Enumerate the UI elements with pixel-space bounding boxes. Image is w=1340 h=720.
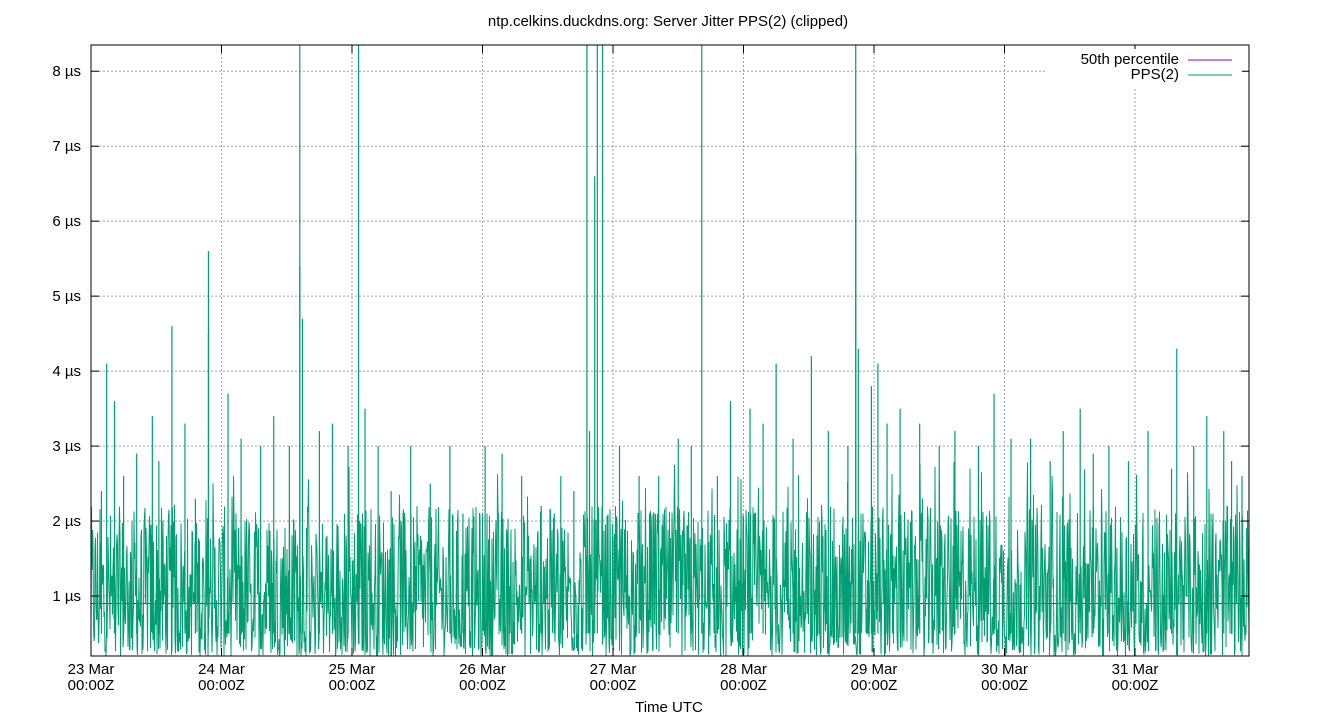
x-tick-label-time: 00:00Z	[329, 677, 376, 694]
x-tick-label-time: 00:00Z	[68, 677, 115, 694]
x-tick-label-time: 00:00Z	[720, 677, 767, 694]
y-tick-label: 2 µs	[52, 513, 81, 530]
legend-label-50th-percentile: 50th percentile	[1081, 51, 1179, 68]
y-axis-tick-labels: 1 µs 2 µs 3 µs 4 µs 5 µs 6 µs 7 µs 8 µs	[52, 63, 81, 605]
chart-title: ntp.celkins.duckdns.org: Server Jitter P…	[488, 13, 848, 30]
y-tick-label: 5 µs	[52, 288, 81, 305]
x-tick-label-date: 31 Mar	[1112, 661, 1159, 678]
x-tick-label-date: 26 Mar	[459, 661, 506, 678]
y-tick-label: 3 µs	[52, 438, 81, 455]
y-tick-label: 1 µs	[52, 588, 81, 605]
x-tick-label-date: 25 Mar	[329, 661, 376, 678]
x-tick-label-date: 30 Mar	[981, 661, 1028, 678]
x-tick-label-time: 00:00Z	[981, 677, 1028, 694]
x-tick-label-date: 27 Mar	[590, 661, 637, 678]
legend: 50th percentile PPS(2)	[1046, 49, 1242, 87]
axis-ticks	[90, 45, 1249, 656]
series-line-pps2	[90, 461, 1250, 657]
y-tick-label: 6 µs	[52, 213, 81, 230]
x-tick-label-time: 00:00Z	[198, 677, 245, 694]
y-tick-label: 8 µs	[52, 63, 81, 80]
x-tick-label-time: 00:00Z	[590, 677, 637, 694]
y-tick-label: 4 µs	[52, 363, 81, 380]
series-pps2	[90, 45, 1250, 657]
x-tick-label-time: 00:00Z	[459, 677, 506, 694]
x-tick-label-date: 24 Mar	[198, 661, 245, 678]
x-tick-label-date: 28 Mar	[720, 661, 767, 678]
x-tick-label-time: 00:00Z	[851, 677, 898, 694]
plot-frame	[90, 44, 1250, 657]
legend-label-pps2: PPS(2)	[1131, 66, 1179, 83]
x-tick-label-time: 00:00Z	[1112, 677, 1159, 694]
x-axis-label: Time UTC	[635, 699, 703, 716]
x-tick-label-date: 29 Mar	[851, 661, 898, 678]
x-tick-label-date: 23 Mar	[68, 661, 115, 678]
y-tick-label: 7 µs	[52, 138, 81, 155]
legend-background	[1046, 49, 1242, 87]
